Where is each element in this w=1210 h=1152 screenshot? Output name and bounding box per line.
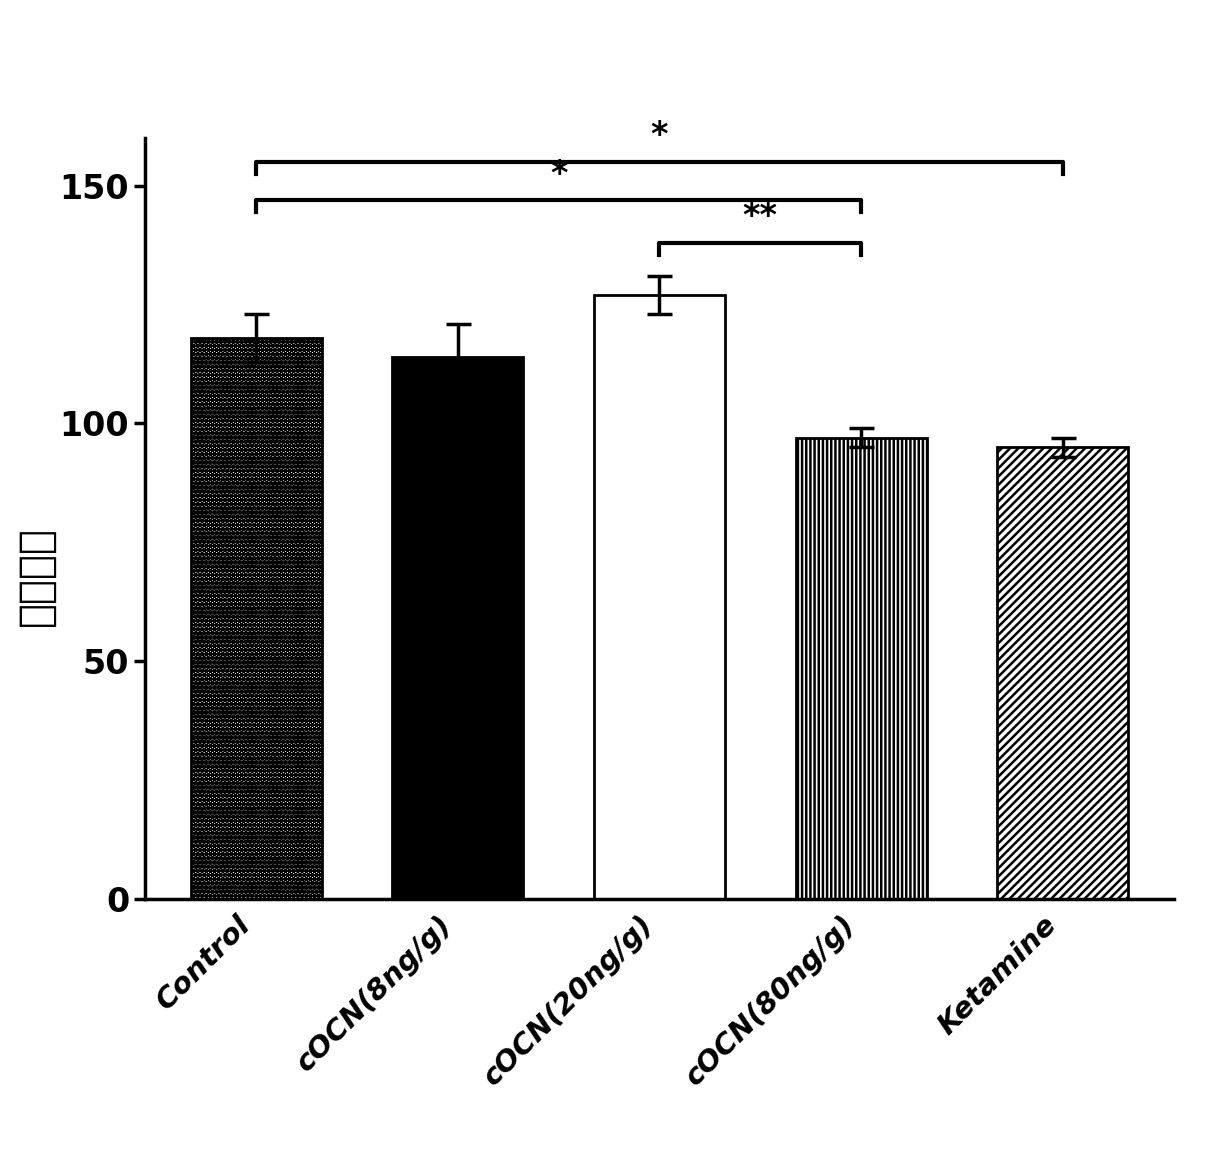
Bar [594,295,725,899]
Bar [392,357,524,899]
Text: 不动时间: 不动时间 [16,526,57,626]
Bar [796,438,927,899]
Text: *: * [549,158,567,190]
Bar [190,338,322,899]
Bar [997,447,1128,899]
Text: *: * [651,120,668,152]
Text: **: ** [743,200,778,233]
